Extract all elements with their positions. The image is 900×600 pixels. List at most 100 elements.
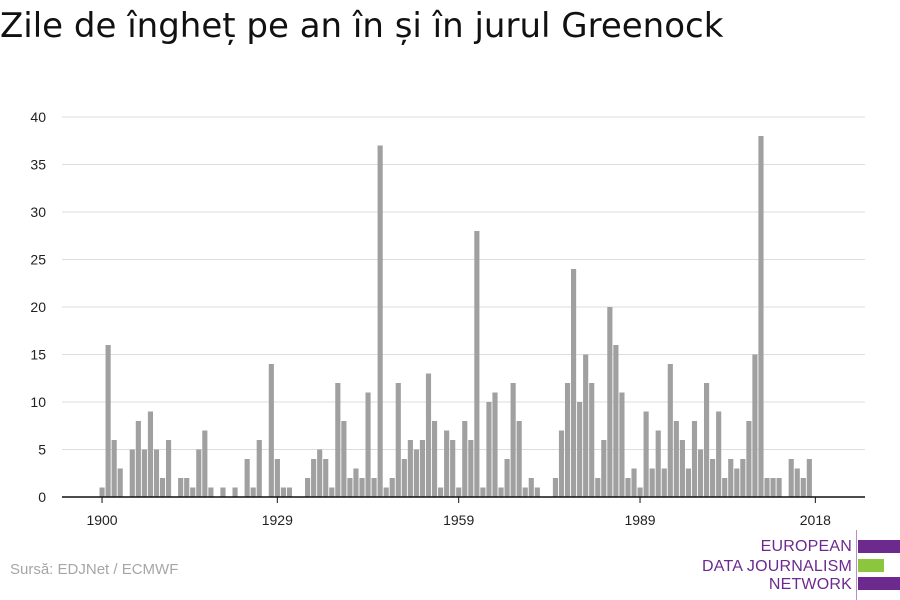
bar (722, 478, 728, 497)
bar (105, 345, 111, 497)
logo-bar-purple-bottom (858, 577, 900, 590)
bar (704, 383, 710, 497)
bar (631, 468, 637, 497)
bar (504, 459, 510, 497)
logo-bar-purple-top (858, 540, 900, 553)
bar (516, 421, 522, 497)
bar (571, 269, 577, 497)
logo-bar-green (858, 559, 884, 572)
bar (734, 468, 740, 497)
y-axis-ticks: 0 5 10 15 20 25 30 35 40 (30, 109, 46, 505)
bar (419, 440, 426, 497)
logo-line-3: NETWORK (768, 576, 852, 593)
bar (111, 440, 117, 497)
bar (244, 459, 250, 497)
bar (190, 487, 196, 497)
bar (444, 430, 450, 497)
logo-divider (856, 530, 857, 600)
bar (534, 487, 540, 497)
bar (202, 430, 208, 497)
bar (365, 392, 371, 497)
bar (522, 487, 528, 497)
bar (383, 487, 389, 497)
bar (286, 487, 293, 497)
chart-title: Zile de îngheț pe an în și în jurul Gree… (0, 6, 724, 46)
bar (347, 478, 353, 497)
bar (129, 449, 135, 497)
bar (752, 354, 758, 497)
logo-line-2: DATA JOURNALISM (702, 558, 852, 575)
bar (655, 430, 661, 497)
bar (806, 459, 812, 497)
bar (770, 478, 776, 497)
bar (401, 459, 407, 497)
bar (619, 392, 625, 497)
bar (431, 421, 438, 497)
bar (317, 449, 323, 497)
y-tick-label: 20 (30, 299, 46, 315)
bar (377, 145, 383, 497)
edjnet-logo[interactable]: EUROPEAN DATA JOURNALISM NETWORK (700, 530, 900, 600)
y-tick-label: 0 (38, 489, 46, 505)
gridlines (62, 116, 865, 450)
bar (274, 459, 280, 497)
bar (407, 440, 413, 497)
bar (740, 459, 746, 497)
bar (389, 478, 395, 497)
bar (564, 383, 571, 497)
bar (305, 478, 311, 497)
bar (341, 421, 347, 497)
bar (323, 459, 329, 497)
bar (165, 440, 172, 497)
x-tick-label: 1959 (443, 512, 474, 528)
bar (794, 468, 800, 497)
bar (486, 402, 492, 497)
bar (141, 449, 147, 497)
y-tick-label: 5 (38, 442, 46, 458)
y-tick-label: 15 (30, 347, 46, 363)
bar (492, 392, 498, 497)
bar (256, 440, 262, 497)
bar (583, 354, 589, 497)
bar (776, 478, 782, 497)
bar (329, 487, 335, 497)
bar (697, 449, 704, 497)
y-tick-label: 25 (30, 252, 46, 268)
bar (456, 487, 462, 497)
bar (178, 478, 184, 497)
bar (208, 487, 214, 497)
bar (135, 421, 141, 497)
bar (268, 364, 274, 497)
bar (117, 468, 123, 497)
bar (99, 487, 105, 497)
y-tick-label: 30 (30, 204, 46, 220)
bar (438, 487, 444, 497)
bar (601, 440, 607, 497)
x-axis: 1900 1929 1959 1989 2018 (62, 496, 865, 528)
bar (395, 383, 401, 497)
bar (311, 459, 317, 497)
bar (649, 468, 655, 497)
x-tick-label: 1989 (624, 512, 655, 528)
x-tick-label: 1929 (262, 512, 293, 528)
bar (425, 373, 432, 497)
bar (685, 468, 692, 497)
bar (153, 449, 160, 497)
bar (462, 421, 468, 497)
bar (800, 478, 806, 497)
bar (184, 478, 190, 497)
bar (716, 411, 722, 497)
bar (413, 449, 419, 497)
y-tick-label: 35 (30, 157, 46, 173)
bar (371, 478, 377, 497)
bar (480, 487, 486, 497)
bar (758, 136, 764, 497)
y-tick-label: 10 (30, 394, 46, 410)
bar (788, 459, 794, 497)
bar (498, 487, 504, 497)
x-tick-label: 1900 (86, 512, 117, 528)
bar (353, 468, 359, 497)
bar (710, 459, 716, 497)
bar (220, 487, 226, 497)
